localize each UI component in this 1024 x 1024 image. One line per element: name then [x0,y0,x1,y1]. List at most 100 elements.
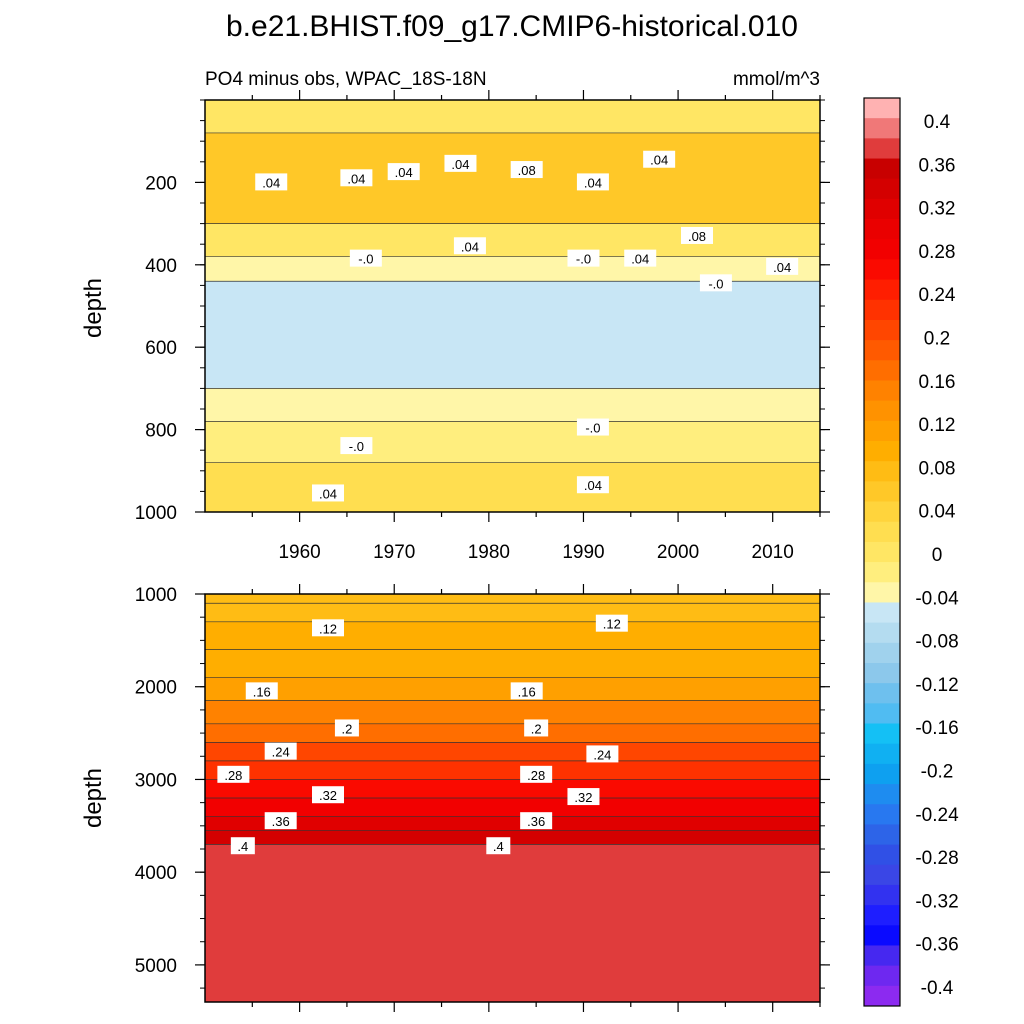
colorbar-tick-label: -0.36 [915,935,958,956]
colorbar-tick-label: -0.4 [921,978,954,999]
contour-band [205,779,820,799]
top-contour-bands [205,100,820,513]
colorbar-swatches [864,98,900,1007]
colorbar-swatch [864,461,900,482]
colorbar-swatch [864,804,900,825]
contour-label-box [444,154,477,172]
colorbar-tick-label: 0.04 [919,502,956,523]
contour-label: .16 [253,684,271,699]
top-panel: .04 .04 .04 .04 .08 .04 .04 -.0 .04 -.0 .04 .08 -.0.… [80,90,830,563]
x-tick-label: 1980 [468,542,510,563]
contour-band [205,100,820,134]
y-tick-label: 800 [145,421,177,442]
colorbar-swatch [864,864,900,886]
x-tick-label: 1960 [278,542,320,563]
colorbar-tick-label: -0.32 [915,891,958,912]
contour-label-box [245,682,278,700]
contour-label: .08 [518,163,536,178]
colorbar-swatch [864,784,900,805]
contour-label-box [349,249,382,267]
contour-label-box [576,476,609,494]
contour-label: -.0 [576,252,591,267]
colorbar-swatch [864,541,900,563]
contour-label: .36 [272,814,290,829]
contour-label-box [264,812,297,830]
top-y-ticks: 200 400 600 800 1000 [135,99,830,524]
contour-band [205,798,820,818]
contour-label-box [217,765,250,783]
y-tick-label: 1000 [135,585,177,606]
y-tick-label: 600 [145,338,177,359]
colorbar-swatch [864,965,900,987]
contour-label: .08 [688,229,706,244]
colorbar-tick-label: 0.24 [919,285,956,306]
colorbar-swatch [864,299,900,321]
colorbar-swatch [864,259,900,280]
colorbar-swatch [864,642,900,664]
contour-band [205,742,820,762]
colorbar-tick-label: -0.24 [915,805,959,826]
contour-label: .36 [527,814,545,829]
contour-label-box [586,745,619,763]
colorbar-swatch [864,622,900,644]
colorbar-swatch [864,319,900,341]
colorbar-tick-label: 0.12 [919,415,956,436]
colorbar-swatch [864,683,900,704]
contour-label-box [520,765,553,783]
contour-label-box [567,788,600,806]
top-x-ticks: 1960 1970 1980 1990 2000 2010 [251,90,821,563]
colorbar-swatch [864,219,900,240]
contour-band [205,844,820,1003]
x-tick-label: 1970 [373,542,415,563]
top-y-axis-label: depth [80,278,107,338]
contour-band [205,594,820,604]
x-tick-label: 2000 [657,542,699,563]
colorbar-tick-label: -0.08 [915,632,958,653]
colorbar-frame [863,97,901,1007]
bottom-contour-labels: .12 .12 .16 .16 .2 .2 .24 .24 .28 .28 .32 .32 .36 .36… [217,614,628,855]
bottom-y-ticks: 1000 2000 3000 4000 5000 [135,585,830,989]
contour-band [205,649,820,678]
colorbar-swatch [864,703,900,724]
contour-label-box [340,169,373,187]
contour-label: .04 [461,239,479,254]
contour-label: .2 [531,721,542,736]
contour-label-box [510,161,543,179]
colorbar-tick-label: -0.16 [915,718,958,739]
contour-label-box [576,173,609,191]
contour-band [205,830,820,845]
colorbar-tick-label: 0 [932,545,943,566]
contour-label-box [681,226,713,244]
top-contour-lines [205,132,820,463]
colorbar-tick-label: -0.12 [915,675,958,696]
colorbar-tick-label: 0.32 [919,199,956,220]
contour-label: .12 [603,617,621,632]
colorbar-swatch [864,501,900,523]
contour-label: .16 [518,684,536,699]
colorbar-swatch [864,118,900,139]
colorbar-swatch [864,602,900,624]
colorbar-swatch [864,763,900,785]
contour-label-box [524,719,549,737]
colorbar-swatch [864,662,900,684]
y-tick-label: 400 [145,256,177,277]
contour-label-box [334,719,359,737]
contour-label: -.0 [349,439,364,454]
contour-band [205,760,820,780]
y-tick-label: 4000 [135,863,177,884]
colorbar: 0.4 0.36 0.32 0.28 0.24 0.2 0.16 0.12 0.08 0.04 0 -… [863,97,959,1007]
colorbar-swatch [864,743,900,765]
colorbar-tick-label: -0.28 [915,848,958,869]
contour-label: .24 [272,745,290,760]
contour-label: .04 [584,175,602,190]
contour-band [205,421,820,464]
colorbar-swatch [864,420,900,442]
contour-band [205,281,820,389]
y-tick-label: 5000 [135,956,177,977]
colorbar-tick-label: 0.36 [919,155,956,176]
contour-label-box [230,837,255,855]
contour-label-box [312,619,344,637]
contour-label: -.0 [358,252,373,267]
x-tick-label: 2010 [752,542,794,563]
